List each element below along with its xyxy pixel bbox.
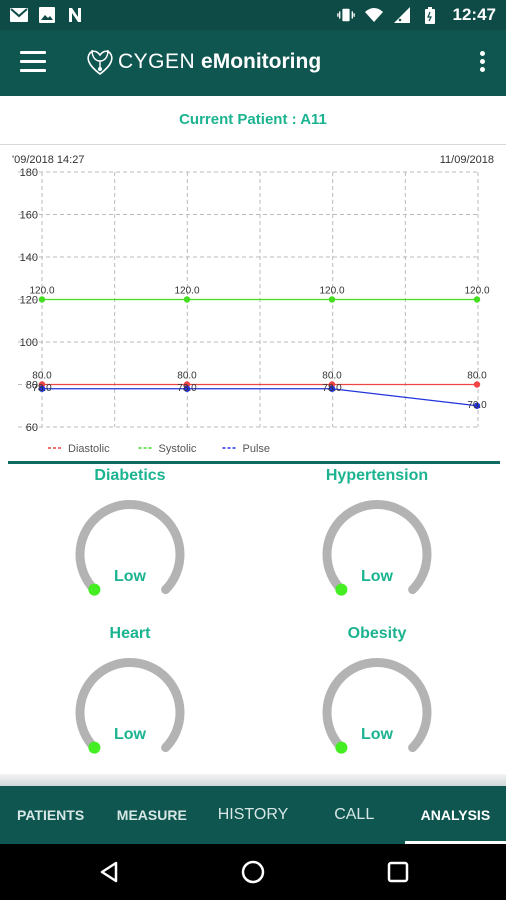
back-icon[interactable] [96,858,124,886]
image-icon [38,6,56,24]
bottom-tab-bar: PATIENTS MEASURE HISTORY CALL ANALYSIS [0,786,506,844]
gauge-indicator [88,741,101,754]
chart-date-right: 11/09/2018 [440,154,494,166]
data-label-diastolic: 80.0 [467,371,487,382]
series-line-pulse [42,388,478,407]
gauge-heart: Heart Low [40,622,220,772]
n-icon [66,6,84,24]
data-label-diastolic: 80.0 [322,371,342,382]
gauge-title: Diabetics [94,467,166,484]
tab-analysis[interactable]: ANALYSIS [404,786,506,844]
gauge-diabetics: Diabetics Low [40,464,220,614]
data-point-systolic [38,296,46,303]
data-label-pulse: 78.0 [322,383,342,394]
data-label-systolic: 120.0 [464,286,489,297]
data-label-pulse: 78.0 [32,383,52,394]
data-point-systolic [183,296,191,303]
gauge-indicator [335,741,348,754]
battery-icon [421,6,439,24]
tabbar-shadow [0,774,506,786]
overflow-menu-button[interactable] [478,51,486,75]
y-tick-label: 100 [20,337,38,349]
risk-gauges: Diabetics Low Hypertension Low Heart Low… [0,464,506,776]
vibrate-icon [336,6,355,24]
y-tick-label: 120 [20,295,38,307]
menu-button[interactable] [20,51,46,75]
data-label-pulse: 70.0 [467,400,487,411]
system-nav-bar [0,844,506,900]
data-point-pulse [183,385,191,392]
chart-date-left: '09/2018 14:27 [12,154,84,166]
data-label-pulse: 78.0 [177,383,197,394]
wifi-icon [364,6,383,24]
app-bar: CYGEN eMonitoring [0,30,506,96]
gauge-dial-icon [322,657,432,754]
gauge-value: Low [114,568,146,585]
gauge-dial-icon [75,657,185,754]
y-tick-label: 60 [26,422,38,434]
gauge-value: Low [114,726,146,743]
data-point-pulse [328,385,336,392]
status-bar: 12:47 [0,0,506,30]
data-point-diastolic [473,381,481,388]
gauge-title: Heart [109,625,151,642]
app-title: CYGEN eMonitoring [118,50,322,73]
status-time: 12:47 [452,5,496,24]
legend-label-pulse: Pulse [243,443,271,455]
gauge-value: Low [361,568,393,585]
gauge-dial-icon [75,499,185,596]
data-point-pulse [473,402,481,409]
gauge-indicator [335,583,348,596]
current-patient-label: Current Patient : A11 [0,96,506,145]
gauge-obesity: Obesity Low [287,622,467,772]
data-point-systolic [473,296,481,303]
legend-label-diastolic: Diastolic [68,443,110,455]
vitals-line-chart: '09/2018 14:27 11/09/2018 60 80 100 120 140 160… [0,145,506,461]
y-tick-label: 160 [20,210,38,222]
heart-stethoscope-logo-icon [87,49,113,76]
recents-icon[interactable] [384,858,412,886]
y-tick-label: 80 [26,380,38,392]
tab-patients[interactable]: PATIENTS [17,807,85,823]
data-point-pulse [38,385,46,392]
y-tick-label: 180 [20,167,38,179]
gauge-title: Obesity [347,625,407,642]
app-brand: CYGEN eMonitoring [84,46,321,78]
gauge-hypertension: Hypertension Low [287,464,467,614]
data-label-systolic: 120.0 [319,286,344,297]
more-vert-icon [479,51,485,56]
data-label-diastolic: 80.0 [32,371,52,382]
home-icon[interactable] [239,858,267,886]
y-tick-label: 140 [20,252,38,264]
gmail-icon [10,6,28,24]
chart-svg: '09/2018 14:27 11/09/2018 60 80 100 120 140 160… [12,154,494,455]
data-label-systolic: 120.0 [29,286,54,297]
data-point-systolic [328,296,336,303]
data-label-diastolic: 80.0 [177,371,197,382]
tab-history[interactable]: HISTORY [217,806,289,823]
signal-icon [393,6,411,24]
hamburger-icon [20,51,46,54]
gauge-title: Hypertension [325,467,429,484]
data-label-systolic: 120.0 [174,286,199,297]
gauge-dial-icon [322,499,432,596]
tab-call[interactable]: CALL [334,806,375,823]
tab-measure[interactable]: MEASURE [116,807,187,823]
gauge-value: Low [361,726,393,743]
chart-divider [8,461,500,464]
legend-label-systolic: Systolic [159,443,197,455]
gauge-indicator [88,583,101,596]
